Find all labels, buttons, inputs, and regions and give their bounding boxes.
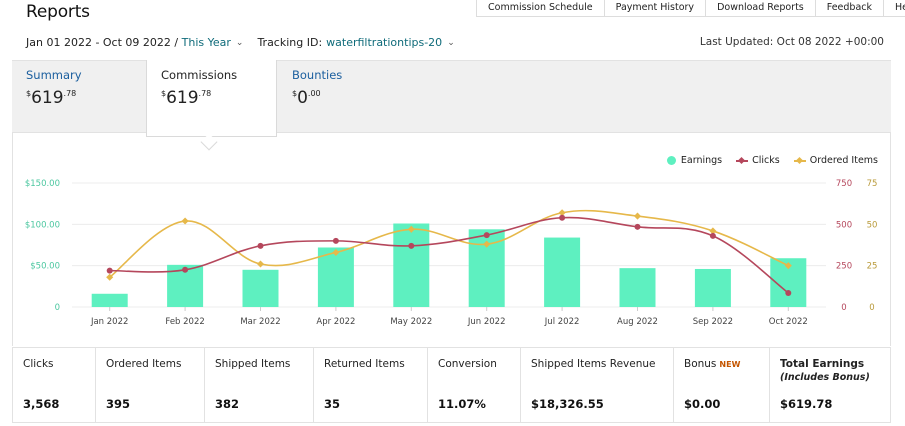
- earnings-bar: [544, 237, 581, 307]
- ordered-items-point: [633, 212, 642, 220]
- feedback-link[interactable]: Feedback: [814, 0, 883, 16]
- y-mid-tick-label: 250: [836, 262, 852, 272]
- period-dropdown[interactable]: This Year: [181, 36, 231, 49]
- clicks-point: [408, 242, 415, 249]
- ordered-items-point: [709, 227, 717, 235]
- x-tick-label: Apr 2022: [316, 317, 355, 327]
- y-left-tick-label: $150.00: [25, 179, 60, 189]
- earnings-chart: 0 0 0 $50.00 250 25 $100.00 500 50 $150.00 750 75 Ja…: [25, 179, 878, 327]
- ordered-items-point: [483, 240, 491, 248]
- filter-row: Jan 01 2022 - Oct 09 2022 / This Year ⌄ …: [26, 36, 469, 49]
- ordered-items-point: [181, 217, 189, 225]
- y-right-tick-label: 25: [867, 262, 878, 272]
- tab-summary-amount: $619.78: [26, 88, 77, 108]
- legend-earnings[interactable]: Earnings: [666, 155, 722, 166]
- clicks-point: [483, 232, 490, 239]
- earnings-bar: [694, 268, 731, 307]
- date-range: Jan 01 2022 - Oct 09 2022: [26, 36, 171, 49]
- earnings-bar: [242, 269, 279, 307]
- clicks-point: [559, 214, 566, 221]
- tab-bounties-label: Bounties: [292, 68, 343, 82]
- stat-clicks: Clicks 3,568: [23, 358, 60, 411]
- legend-ordered-items[interactable]: Ordered Items: [793, 155, 878, 166]
- ordered-items-point: [407, 225, 415, 233]
- clicks-point: [257, 242, 264, 249]
- y-right-tick-label: 50: [867, 220, 878, 230]
- tracking-id-label: Tracking ID:: [257, 36, 323, 49]
- y-left-tick-label: $50.00: [30, 262, 60, 272]
- clicks-point: [709, 232, 716, 239]
- ordered-items-swatch-icon: [793, 156, 806, 165]
- ordered-items-point: [558, 209, 566, 217]
- stat-bonus: Bonus NEW $0.00: [673, 348, 769, 422]
- stat-total-earnings: Total Earnings (Includes Bonus) $619.78: [769, 348, 890, 422]
- y-mid-tick-label: 750: [836, 179, 852, 189]
- x-tick-label: Sep 2022: [693, 317, 733, 327]
- commission-schedule-link[interactable]: Commission Schedule: [476, 0, 604, 16]
- y-mid-tick-label: 0: [841, 303, 846, 313]
- clicks-point: [332, 237, 339, 244]
- tab-bounties-amount: $0.00: [292, 88, 321, 108]
- last-updated: Last Updated: Oct 08 2022 +00:00: [699, 36, 884, 48]
- x-tick-label: May 2022: [390, 317, 432, 327]
- tab-commissions[interactable]: Commissions $619.78: [146, 60, 277, 137]
- stat-conversion: Conversion 11.07%: [427, 348, 520, 422]
- tab-commissions-label: Commissions: [161, 68, 238, 82]
- x-tick-label: Jan 2022: [90, 317, 128, 327]
- earnings-bar: [91, 293, 128, 307]
- y-mid-tick-label: 500: [836, 220, 852, 230]
- y-left-tick-label: 0: [55, 303, 60, 313]
- legend-clicks[interactable]: Clicks: [736, 155, 780, 166]
- ordered-items-point: [256, 260, 265, 268]
- clicks-point: [182, 266, 189, 273]
- x-tick-label: Jul 2022: [544, 317, 580, 327]
- y-left-tick-label: $100.00: [25, 220, 60, 230]
- help-link[interactable]: Help: [883, 0, 905, 16]
- earnings-swatch-icon: [666, 156, 676, 165]
- stats-summary: Clicks 3,568 Ordered Items 395 Shipped I…: [12, 347, 891, 423]
- earnings-bar: [317, 247, 354, 307]
- ordered-items-line: [109, 209, 789, 278]
- tab-bounties[interactable]: Bounties $0.00: [278, 60, 408, 133]
- y-right-tick-label: 0: [869, 303, 874, 313]
- chart-panel: [12, 133, 891, 346]
- x-tick-label: Aug 2022: [617, 317, 658, 327]
- x-tick-label: Jun 2022: [467, 317, 506, 327]
- clicks-line: [109, 216, 789, 294]
- chart-legend: Earnings Clicks Ordered Items: [653, 155, 878, 166]
- x-tick-label: Mar 2022: [240, 317, 280, 327]
- x-tick-label: Feb 2022: [165, 317, 204, 327]
- clicks-point: [106, 267, 113, 274]
- tab-summary[interactable]: Summary $619.78: [12, 60, 144, 133]
- new-badge: NEW: [719, 360, 741, 369]
- payment-history-link[interactable]: Payment History: [603, 0, 705, 16]
- page-title: Reports: [26, 2, 90, 22]
- tab-commissions-amount: $619.78: [161, 88, 212, 108]
- earnings-bar: [393, 223, 430, 307]
- tab-summary-label: Summary: [26, 68, 82, 82]
- stat-ordered-items: Ordered Items 395: [95, 348, 204, 422]
- chevron-down-icon[interactable]: ⌄: [235, 37, 244, 48]
- y-right-tick-label: 75: [867, 179, 878, 189]
- ordered-items-point: [332, 248, 340, 256]
- x-tick-label: Oct 2022: [769, 317, 808, 327]
- chevron-down-icon[interactable]: ⌄: [447, 37, 455, 48]
- ordered-items-point: [784, 262, 792, 270]
- tracking-id-dropdown[interactable]: waterfiltrationtips-20: [326, 36, 443, 49]
- clicks-point: [785, 289, 792, 296]
- clicks-point: [634, 223, 641, 230]
- top-nav: Commission Schedule Payment History Down…: [476, 0, 905, 17]
- clicks-swatch-icon: [736, 156, 749, 165]
- date-separator: /: [170, 36, 182, 49]
- download-reports-link[interactable]: Download Reports: [705, 0, 815, 16]
- stat-returned-items: Returned Items 35: [313, 348, 427, 422]
- earnings-bar: [619, 268, 656, 307]
- stat-shipped-items: Shipped Items 382: [204, 348, 313, 422]
- stat-shipped-items-revenue: Shipped Items Revenue $18,326.55: [520, 348, 673, 422]
